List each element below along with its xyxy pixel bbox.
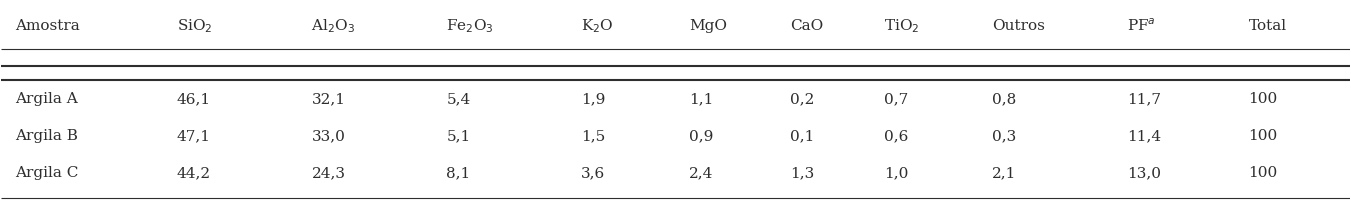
- Text: 1,5: 1,5: [581, 129, 605, 143]
- Text: Argila B: Argila B: [15, 129, 78, 143]
- Text: 1,9: 1,9: [581, 92, 605, 106]
- Text: Al$_2$O$_3$: Al$_2$O$_3$: [312, 17, 355, 35]
- Text: 0,7: 0,7: [885, 92, 909, 106]
- Text: 5,4: 5,4: [446, 92, 470, 106]
- Text: CaO: CaO: [790, 19, 823, 33]
- Text: 0,2: 0,2: [790, 92, 815, 106]
- Text: 0,6: 0,6: [885, 129, 909, 143]
- Text: 11,4: 11,4: [1127, 129, 1162, 143]
- Text: 5,1: 5,1: [446, 129, 470, 143]
- Text: 3,6: 3,6: [581, 165, 605, 179]
- Text: 0,8: 0,8: [993, 92, 1016, 106]
- Text: Fe$_2$O$_3$: Fe$_2$O$_3$: [446, 17, 494, 35]
- Text: PF$^a$: PF$^a$: [1127, 18, 1156, 34]
- Text: 11,7: 11,7: [1127, 92, 1161, 106]
- Text: 0,1: 0,1: [790, 129, 815, 143]
- Text: 1,1: 1,1: [689, 92, 713, 106]
- Text: 100: 100: [1248, 129, 1278, 143]
- Text: 2,4: 2,4: [689, 165, 713, 179]
- Text: 1,3: 1,3: [790, 165, 815, 179]
- Text: Argila A: Argila A: [15, 92, 77, 106]
- Text: 32,1: 32,1: [312, 92, 346, 106]
- Text: Total: Total: [1248, 19, 1286, 33]
- Text: MgO: MgO: [689, 19, 727, 33]
- Text: 100: 100: [1248, 92, 1278, 106]
- Text: SiO$_2$: SiO$_2$: [177, 17, 212, 35]
- Text: 0,9: 0,9: [689, 129, 713, 143]
- Text: 100: 100: [1248, 165, 1278, 179]
- Text: 1,0: 1,0: [885, 165, 909, 179]
- Text: 13,0: 13,0: [1127, 165, 1161, 179]
- Text: TiO$_2$: TiO$_2$: [885, 17, 920, 35]
- Text: 44,2: 44,2: [177, 165, 211, 179]
- Text: K$_2$O: K$_2$O: [581, 17, 613, 35]
- Text: 33,0: 33,0: [312, 129, 346, 143]
- Text: 8,1: 8,1: [446, 165, 470, 179]
- Text: 2,1: 2,1: [993, 165, 1017, 179]
- Text: 47,1: 47,1: [177, 129, 211, 143]
- Text: 0,3: 0,3: [993, 129, 1016, 143]
- Text: Amostra: Amostra: [15, 19, 80, 33]
- Text: 46,1: 46,1: [177, 92, 211, 106]
- Text: Outros: Outros: [993, 19, 1046, 33]
- Text: 24,3: 24,3: [312, 165, 346, 179]
- Text: Argila C: Argila C: [15, 165, 78, 179]
